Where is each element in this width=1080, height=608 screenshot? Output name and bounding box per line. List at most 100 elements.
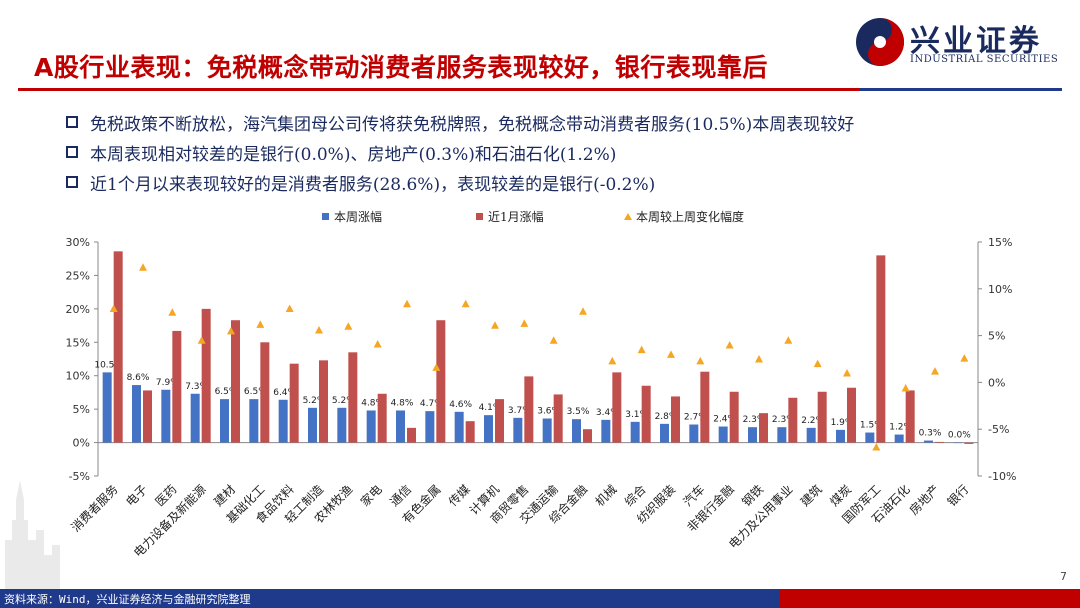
bar-monthly <box>377 393 387 443</box>
bar-weekly-data-label: 0.0% <box>948 431 971 441</box>
bar-weekly <box>190 393 200 443</box>
marker-weekly-change <box>843 369 851 377</box>
bar-monthly <box>905 390 915 443</box>
bar-weekly-data-label: 1.5% <box>860 421 883 431</box>
legend-swatch <box>322 213 329 220</box>
y-right-tick-label: -5% <box>988 423 1009 436</box>
bar-monthly <box>964 442 974 444</box>
bar-monthly <box>935 441 944 443</box>
bar-monthly <box>260 342 270 443</box>
bar-weekly-data-label: 4.1% <box>479 403 502 413</box>
marker-weekly-change <box>784 336 793 344</box>
bar-weekly-data-label: 7.3% <box>185 382 208 392</box>
bar-monthly <box>612 372 622 443</box>
bar-monthly <box>143 390 152 443</box>
brand-logo: 兴业证券 INDUSTRIAL SECURITIES <box>852 14 1072 74</box>
bar-weekly-data-label: 10.5% <box>94 360 123 370</box>
bar-monthly <box>583 429 592 443</box>
marker-weekly-change <box>520 319 529 327</box>
bar-weekly-data-label: 2.4% <box>713 415 736 425</box>
marker-weekly-change <box>491 321 499 329</box>
bar-weekly <box>630 421 640 443</box>
marker-weekly-change <box>549 336 558 344</box>
bar-weekly <box>102 372 112 443</box>
bar-weekly <box>249 399 259 443</box>
bar-weekly-data-label: 3.7% <box>508 406 531 416</box>
bar-weekly <box>865 432 875 443</box>
bar-monthly <box>172 330 182 443</box>
marker-weekly-change <box>432 363 441 371</box>
bar-weekly <box>836 429 845 443</box>
bar-weekly-data-label: 3.1% <box>625 410 648 420</box>
bar-monthly <box>495 399 504 443</box>
bar-monthly <box>847 387 856 443</box>
logo-mark-icon <box>856 18 904 66</box>
marker-weekly-change <box>256 320 265 328</box>
bar-weekly-data-label: 8.6% <box>127 373 150 383</box>
marker-weekly-change <box>755 355 763 363</box>
bar-weekly-data-label: 6.5% <box>244 387 267 397</box>
bar-weekly <box>278 399 288 443</box>
marker-weekly-change <box>960 354 969 362</box>
y-right-tick-label: 0% <box>988 376 1005 389</box>
marker-weekly-change <box>872 442 881 451</box>
category-label: 银行 <box>945 482 972 509</box>
bar-weekly <box>806 427 816 443</box>
bar-weekly <box>689 424 699 443</box>
legend-label: 近1月涨幅 <box>488 209 544 224</box>
bar-monthly <box>641 385 651 443</box>
marker-weekly-change <box>931 367 939 375</box>
y-right-tick-label: 10% <box>988 283 1012 296</box>
bullet-text: 本周表现相对较差的是银行(0.0%)、房地产(0.3%)和石油石化(1.2%) <box>90 145 617 165</box>
bullet-text: 近1个月以来表现较好的是消费者服务(28.6%)，表现较差的是银行(-0.2%) <box>90 175 656 195</box>
legend-swatch <box>476 213 483 220</box>
industry-performance-chart: -5% 0% 5% 10% 15% 20% 25% 30% -10% -5% 0% 5% 10% 15% 1… <box>66 209 1017 556</box>
marker-weekly-change <box>696 356 705 365</box>
y-left-tick-label: 25% <box>66 269 90 282</box>
bar-weekly-data-label: 4.8% <box>361 398 384 408</box>
title-divider-red <box>18 88 860 91</box>
marker-weekly-change <box>403 299 411 308</box>
marker-weekly-change <box>227 326 235 335</box>
category-label: 建筑 <box>797 482 825 510</box>
bar-weekly <box>396 410 405 443</box>
y-right-tick-label: 5% <box>988 330 1005 343</box>
y-right-tick-label: -10% <box>988 470 1016 483</box>
bar-monthly <box>319 360 328 443</box>
bar-weekly-data-label: 2.3% <box>743 415 766 425</box>
y-left-tick-label: -5% <box>69 470 90 483</box>
bar-weekly <box>542 418 552 443</box>
bar-weekly-data-label: 2.8% <box>655 412 678 422</box>
bar-monthly <box>407 427 416 443</box>
marker-weekly-change <box>373 340 382 348</box>
legend-swatch <box>624 213 632 220</box>
marker-weekly-change <box>579 307 587 315</box>
bar-monthly <box>201 308 211 443</box>
category-label: 家电 <box>357 482 385 510</box>
title-divider-blue <box>860 88 1062 91</box>
bar-weekly-data-label: 5.2% <box>303 396 326 406</box>
y-left-tick-label: 5% <box>73 403 90 416</box>
bar-weekly <box>454 411 464 443</box>
bullet-box-icon <box>66 176 78 188</box>
bar-monthly <box>553 394 563 443</box>
bar-monthly <box>465 421 475 443</box>
marker-weekly-change <box>168 308 177 316</box>
y-left-tick-label: 10% <box>66 370 90 383</box>
bar-monthly <box>876 255 886 443</box>
bar-monthly <box>729 391 739 443</box>
bar-weekly <box>366 410 376 443</box>
category-label: 房地产 <box>906 482 942 518</box>
bar-weekly <box>161 389 171 443</box>
y-right-tick-label: 15% <box>988 236 1012 249</box>
bar-monthly <box>289 363 299 443</box>
bar-weekly <box>953 442 963 444</box>
marker-weekly-change <box>813 359 822 368</box>
bar-weekly <box>513 417 523 443</box>
source-note: 资料来源：Wind，兴业证券经济与金融研究院整理 <box>0 589 780 608</box>
bar-monthly <box>759 413 768 443</box>
bar-weekly-data-label: 4.6% <box>449 400 472 410</box>
bar-monthly <box>524 376 534 443</box>
marker-weekly-change <box>637 345 646 354</box>
bar-weekly-data-label: 6.4% <box>273 388 296 398</box>
